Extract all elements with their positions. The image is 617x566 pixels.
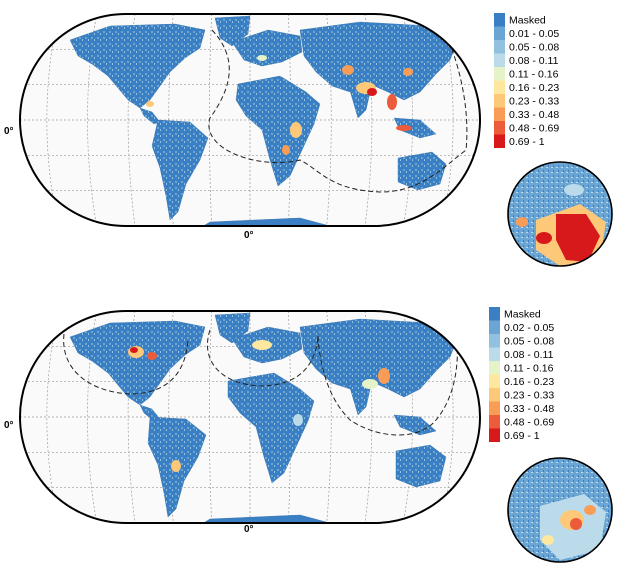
legend-swatch [489,320,500,334]
bottom-inset-map [507,457,613,563]
legend-swatch [489,334,500,348]
southeast-asia-islands [393,414,437,436]
longitude-label: 0° [244,524,254,535]
legend-label: 0.05 - 0.08 [509,42,559,54]
hotspots [128,340,390,472]
dashed-region-outline [63,333,189,395]
legend-swatch [489,401,500,415]
legend-swatch [494,94,505,108]
europe [231,29,303,67]
north-america [69,23,206,109]
top-inset-map [507,161,613,267]
legend-label: 0.05 - 0.08 [504,336,554,348]
dashed-region-outline [206,329,319,387]
legend-label: 0.01 - 0.05 [509,28,559,40]
australia [397,151,447,191]
legend-label: Masked [509,15,546,27]
legend-label: 0.69 - 1 [509,136,545,148]
map-frame [19,310,481,524]
legend-swatch [489,374,500,388]
legend-swatch [494,67,505,81]
legend-label: 0.48 - 0.69 [504,417,554,429]
bottom-world-map: 0° 0° [4,310,481,535]
legend-swatch [494,53,505,67]
legend-label: 0.11 - 0.16 [509,69,559,81]
map-frame [19,13,481,227]
dashed-region-outline [208,29,468,193]
continents [69,15,459,226]
latitude-label: 0° [4,126,14,137]
legend-label: 0.16 - 0.23 [509,82,559,94]
central-america [139,107,161,125]
meridian-line [209,311,213,523]
legend-label: 0.08 - 0.11 [509,55,559,67]
legend-label: 0.69 - 1 [504,430,540,442]
legend-label: 0.11 - 0.16 [504,363,554,375]
legend-label: 0.23 - 0.33 [509,96,559,108]
australia [395,444,447,488]
legend-label: 0.02 - 0.05 [504,322,554,334]
hotspots [146,55,413,155]
africa [227,372,315,484]
legend-swatch [494,26,505,40]
legend-swatch [494,40,505,54]
legend-swatch [489,415,500,429]
legend-swatch [489,428,500,442]
legend-swatch [494,13,505,27]
legend-swatch [494,134,505,148]
africa [235,75,321,187]
legend-label: 0.16 - 0.23 [504,376,554,388]
legend-swatch [494,80,505,94]
longitude-label: 0° [244,230,254,241]
legend-swatch [489,388,500,402]
legend-swatch [489,347,500,361]
legend-swatch [489,307,500,321]
legend-label: 0.48 - 0.69 [509,123,559,135]
legend-swatch [494,107,505,121]
legend-label: 0.23 - 0.33 [504,390,554,402]
legend-label: 0.08 - 0.11 [504,349,554,361]
top-world-map: 0° 0° [4,13,481,241]
meridian-line [209,14,213,226]
legend-swatch [494,121,505,135]
legend-swatch [489,361,500,375]
dashed-region-outline [317,331,458,436]
south-america [151,119,209,221]
legend-label: 0.33 - 0.48 [504,403,554,415]
legend-label: 0.33 - 0.48 [509,109,559,121]
north-america [69,320,206,406]
legend-label: Masked [504,309,541,321]
latitude-label: 0° [4,420,14,431]
